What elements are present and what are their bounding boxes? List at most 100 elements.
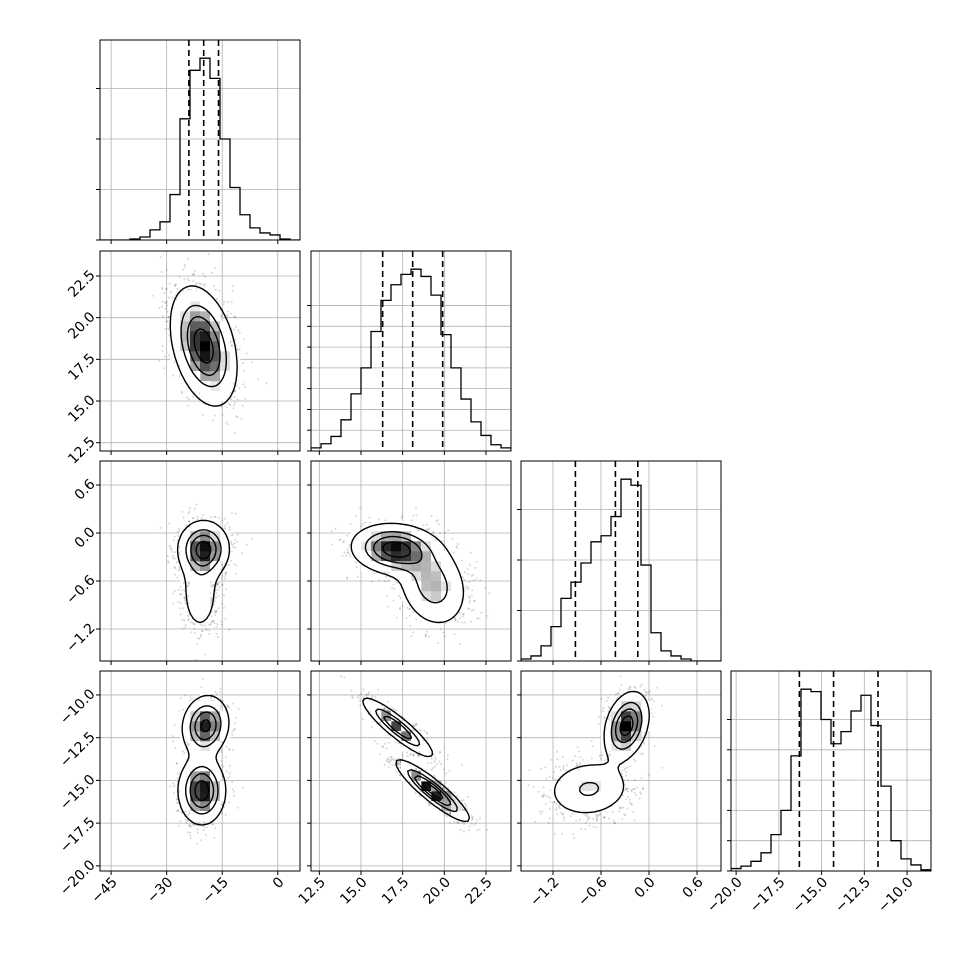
scatter-2-3-point xyxy=(425,528,428,531)
scatter-2-3-point xyxy=(439,627,442,630)
scatter-2-3-point xyxy=(435,520,438,523)
scatter-1-2-point xyxy=(241,362,244,365)
scatter-2-3-point xyxy=(441,540,444,543)
scatter-1-2-point xyxy=(192,280,195,283)
scatter-1-2-point xyxy=(227,301,230,303)
scatter-1-3-point xyxy=(188,507,191,510)
scatter-1-3-point xyxy=(171,602,174,605)
hist-1-frame xyxy=(99,39,301,241)
scatter-1-2-density-cell xyxy=(220,361,231,372)
scatter-1-3-point xyxy=(221,574,224,577)
scatter-1-2-point xyxy=(183,278,186,281)
scatter-1-2-point xyxy=(230,312,232,315)
scatter-1-2-point xyxy=(161,345,164,347)
scatter-2-3-point xyxy=(462,576,465,579)
scatter-2-3-point xyxy=(386,595,389,598)
scatter-2-3-point xyxy=(399,607,402,609)
scatter-2-3-point xyxy=(417,529,420,532)
scatter-1-4-point xyxy=(179,820,182,823)
scatter-1-2-point xyxy=(184,263,186,266)
scatter-1-2-point xyxy=(257,378,260,381)
scatter-2-3-point xyxy=(346,577,348,580)
scatter-1-2-point xyxy=(183,266,186,268)
scatter-1-2-point xyxy=(245,352,248,355)
scatter-2-3-fill-cell xyxy=(411,531,422,542)
scatter-1-3-point xyxy=(213,603,216,606)
scatter-1-3-point xyxy=(210,599,213,602)
scatter-1-2-density-cell xyxy=(200,321,211,332)
scatter-1-3-point xyxy=(179,607,182,610)
scatter-1-2-fill-cell xyxy=(230,351,241,362)
scatter-2-3-fill-cell xyxy=(381,521,392,532)
scatter-2-3-point xyxy=(348,553,351,556)
scatter-2-3-density-cell xyxy=(421,581,432,592)
scatter-1-2-fill-cell xyxy=(180,291,191,302)
scatter-2-3-fill-cell xyxy=(371,521,382,532)
scatter-1-3-point xyxy=(181,588,184,591)
scatter-1-3-point xyxy=(183,596,186,599)
scatter-1-2-point xyxy=(207,253,210,256)
scatter-1-2-point xyxy=(191,273,194,276)
scatter-2-3-point xyxy=(453,633,456,636)
scatter-2-3-density-cell xyxy=(441,581,452,592)
scatter-1-3-point xyxy=(177,600,180,603)
hist-3-steps xyxy=(521,478,721,661)
scatter-1-2-point xyxy=(164,307,167,310)
scatter-1-2-point xyxy=(234,326,237,328)
scatter-1-2-point xyxy=(187,288,190,291)
scatter-2-3-point xyxy=(424,634,427,637)
scatter-1-4-point xyxy=(175,762,178,765)
scatter-1-2-fill-cell xyxy=(220,391,231,402)
scatter-2-3-density-cell xyxy=(431,591,442,602)
scatter-1-3-fill-cell xyxy=(190,611,201,622)
scatter-2-3-point xyxy=(346,534,349,537)
scatter-1-2-point xyxy=(165,304,168,307)
hist-2-steps xyxy=(311,268,511,451)
scatter-1-2-point xyxy=(243,369,246,372)
scatter-1-3-point xyxy=(193,507,196,510)
scatter-1-2-point xyxy=(169,291,172,294)
scatter-1-2-point xyxy=(233,396,236,399)
scatter-1-2-point xyxy=(178,275,181,278)
scatter-1-4-point xyxy=(231,749,234,752)
scatter-2-3-density-cell xyxy=(401,531,412,542)
scatter-2-3-point xyxy=(361,523,364,526)
scatter-2-3-fill-cell xyxy=(441,551,452,562)
scatter-1-4-point xyxy=(187,831,190,834)
scatter-1-3-contour-1 xyxy=(185,529,222,576)
scatter-2-3-fill-cell xyxy=(411,601,422,612)
scatter-2-3-density-cell xyxy=(411,561,422,572)
scatter-1-3-point xyxy=(188,582,191,585)
scatter-1-3-fill-cell xyxy=(190,601,201,612)
scatter-1-3-point xyxy=(221,519,224,522)
scatter-1-2-contour-3 xyxy=(193,328,214,364)
hist-3-panel xyxy=(517,460,722,665)
scatter-1-3-point xyxy=(188,613,191,616)
scatter-2-3-point xyxy=(469,551,472,554)
scatter-1-2-point xyxy=(165,287,168,290)
scatter-1-3-point xyxy=(210,598,213,600)
scatter-1-3-frame xyxy=(99,460,301,662)
scatter-1-3-point xyxy=(179,593,181,596)
scatter-1-2-density-cell xyxy=(200,311,211,322)
scatter-2-3-point xyxy=(462,612,465,615)
scatter-1-2-point xyxy=(233,432,236,435)
scatter-1-2-point xyxy=(161,288,164,290)
scatter-1-3-point xyxy=(223,606,225,609)
scatter-1-3-point xyxy=(187,512,190,515)
scatter-2-3-point xyxy=(455,545,458,548)
scatter-1-3-point xyxy=(173,535,176,538)
scatter-1-3-point xyxy=(191,517,194,520)
scatter-1-3-point xyxy=(198,637,201,640)
scatter-1-2-point xyxy=(164,288,167,291)
scatter-1-2-point xyxy=(195,287,198,290)
scatter-2-3-fill-cell xyxy=(441,601,452,612)
scatter-1-3-point xyxy=(173,551,176,554)
scatter-2-3-point xyxy=(466,567,469,570)
scatter-1-3-point xyxy=(196,637,199,640)
scatter-1-2-point xyxy=(165,269,168,272)
scatter-1-2-point xyxy=(220,405,223,408)
scatter-2-3-fill-cell xyxy=(431,601,442,612)
scatter-1-3-point xyxy=(226,522,229,525)
scatter-1-2-point xyxy=(168,354,171,357)
